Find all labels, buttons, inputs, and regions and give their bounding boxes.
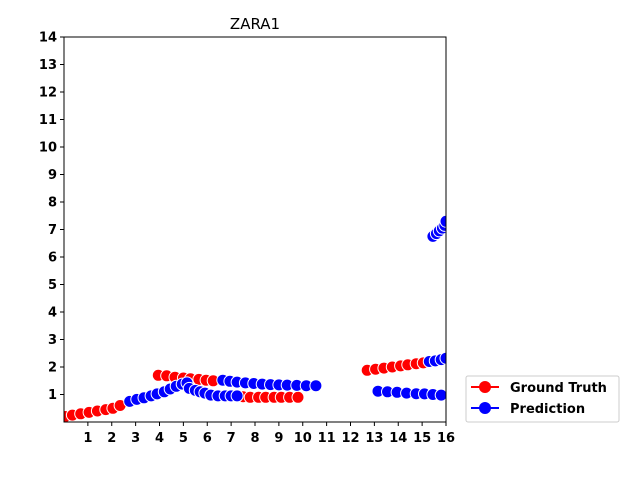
- y-tick-label: 8: [48, 196, 57, 211]
- legend-marker-ground-truth: [479, 381, 491, 393]
- y-tick-label: 10: [39, 141, 57, 156]
- y-tick-label: 12: [39, 86, 57, 101]
- x-tick-label: 14: [389, 431, 407, 446]
- y-tick-label: 9: [48, 168, 57, 183]
- legend-label-ground-truth: Ground Truth: [510, 381, 607, 396]
- x-tick-label: 7: [227, 431, 236, 446]
- prediction-point: [439, 214, 446, 228]
- legend: Ground Truth Prediction: [465, 375, 620, 423]
- y-tick-label: 2: [48, 361, 57, 376]
- y-tick-label: 3: [48, 333, 57, 348]
- x-tick-label: 12: [341, 431, 359, 446]
- x-tick-label: 15: [413, 431, 431, 446]
- legend-label-prediction: Prediction: [510, 402, 585, 417]
- x-tick-label: 16: [437, 431, 455, 446]
- y-tick-label: 5: [48, 278, 57, 293]
- prediction-point: [309, 379, 323, 393]
- prediction-point: [439, 351, 446, 365]
- prediction-point: [230, 389, 244, 403]
- y-tick-label: 14: [39, 31, 57, 46]
- data-points: [64, 214, 446, 422]
- plot-area: [64, 214, 446, 422]
- legend-box: [465, 375, 620, 423]
- legend-marker-prediction: [479, 402, 491, 414]
- x-tick-label: 13: [365, 431, 383, 446]
- y-tick-label: 13: [39, 58, 57, 73]
- y-tick-label: 1: [48, 388, 57, 403]
- x-tick-label: 6: [203, 431, 212, 446]
- y-tick-label: 7: [48, 223, 57, 238]
- y-tick-label: 11: [39, 113, 57, 128]
- x-tick-label: 4: [155, 431, 164, 446]
- prediction-point: [434, 388, 446, 402]
- y-tick-label: 4: [48, 306, 57, 321]
- x-tick-label: 8: [250, 431, 259, 446]
- chart-title: ZARA1: [230, 15, 280, 33]
- ground-truth-point: [291, 390, 305, 404]
- x-tick-label: 1: [83, 431, 92, 446]
- y-tick-label: 6: [48, 251, 57, 266]
- x-tick-label: 2: [107, 431, 116, 446]
- x-tick-label: 10: [294, 431, 312, 446]
- x-tick-label: 3: [131, 431, 140, 446]
- x-tick-label: 9: [274, 431, 283, 446]
- x-tick-label: 11: [318, 431, 336, 446]
- x-tick-label: 5: [179, 431, 188, 446]
